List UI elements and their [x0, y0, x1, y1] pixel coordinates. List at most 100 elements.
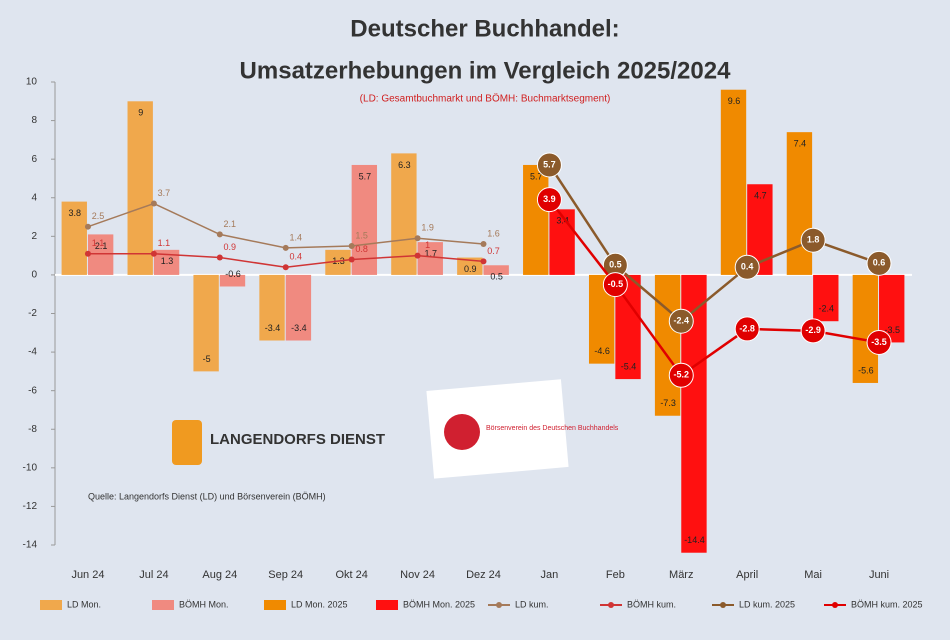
chart-subtitle: Umsatzerhebungen im Vergleich 2025/2024: [240, 57, 732, 84]
marker: [866, 329, 892, 355]
bar-label: 1.7: [425, 248, 438, 258]
y-tick-label: -4: [28, 347, 37, 358]
bar-label: 0.9: [464, 264, 477, 274]
marker: [734, 316, 760, 342]
bar-label: -5.6: [858, 365, 874, 375]
x-tick-label: Mai: [804, 569, 822, 581]
marker: [282, 264, 289, 271]
bar-label: -2.4: [819, 304, 835, 314]
marker-label: 0.8: [355, 244, 368, 254]
x-tick-label: Nov 24: [400, 569, 435, 581]
bar: [219, 274, 246, 287]
marker-label: 0.5: [609, 260, 622, 270]
bar-label: 1.3: [161, 256, 174, 266]
marker: [216, 254, 223, 261]
y-tick-label: 2: [31, 231, 37, 242]
bar-label: 9: [138, 108, 143, 118]
marker-label: 1.1: [158, 238, 171, 248]
bar-label: 3.4: [556, 216, 569, 226]
y-tick-label: 4: [31, 192, 37, 203]
bar-label: -0.6: [225, 269, 241, 279]
marker-label: -5.2: [674, 370, 690, 380]
bar: [61, 201, 87, 275]
marker: [348, 242, 355, 249]
x-tick-label: Dez 24: [466, 569, 501, 581]
bar: [193, 274, 219, 372]
legend-label: BÖMH Mon. 2025: [403, 599, 475, 609]
marker: [734, 254, 760, 280]
bar-label: 0.5: [490, 272, 503, 282]
bar-label: -4.6: [594, 346, 610, 356]
marker-label: 3.7: [158, 188, 171, 198]
bar: [285, 274, 312, 341]
legend-label: LD kum.: [515, 599, 549, 609]
y-tick-label: -2: [28, 308, 37, 319]
source: Quelle: Langendorfs Dienst (LD) und Börs…: [88, 491, 326, 501]
marker: [800, 227, 826, 253]
bar: [391, 153, 417, 275]
marker: [866, 250, 892, 276]
marker: [536, 187, 562, 213]
y-tick-label: 10: [26, 77, 38, 88]
legend-swatch: [264, 600, 286, 610]
marker-label: 1: [425, 240, 430, 250]
marker: [602, 272, 628, 298]
legend-label: BÖMH Mon.: [179, 599, 229, 609]
marker-label: 2.1: [224, 219, 237, 229]
chart-note: (LD: Gesamtbuchmarkt und BÖMH: Buchmarkt…: [360, 93, 611, 105]
bar: [457, 257, 483, 275]
x-tick-label: Juni: [869, 569, 889, 581]
marker-label: 0.4: [289, 252, 302, 262]
bar-label: 6.3: [398, 160, 411, 170]
bar: [549, 209, 575, 275]
y-tick-label: -12: [23, 501, 38, 512]
legend-label: LD kum. 2025: [739, 599, 795, 609]
marker-label: -2.4: [674, 316, 690, 326]
logo-card: [426, 379, 569, 479]
marker-label: 1.8: [807, 235, 820, 245]
x-tick-label: Aug 24: [202, 569, 237, 581]
y-tick-label: -10: [23, 462, 38, 473]
legend-label: LD Mon.: [67, 599, 101, 609]
marker: [150, 200, 157, 207]
x-tick-label: Jun 24: [71, 569, 104, 581]
legend-label: BÖMH kum.: [627, 599, 676, 609]
bar: [417, 242, 443, 275]
bar-label: 7.4: [794, 139, 807, 149]
marker-label: 3.9: [543, 194, 556, 204]
y-tick-label: 8: [31, 115, 37, 126]
logo-text: LANGENDORFS DIENST: [210, 431, 385, 448]
marker-label: -3.5: [871, 337, 887, 347]
legend-label: LD Mon. 2025: [291, 599, 348, 609]
logo-text-2: Börsenverein des Deutschen Buchhandels: [486, 425, 619, 432]
bar-label: 2.1: [95, 241, 108, 251]
x-tick-label: Feb: [606, 569, 625, 581]
marker: [536, 152, 562, 178]
marker: [668, 308, 694, 334]
x-tick-label: März: [669, 569, 693, 581]
bar-label: 9.6: [728, 96, 741, 106]
bar-label: -3.4: [265, 323, 281, 333]
bar: [852, 274, 879, 383]
bar-label: -5.4: [621, 361, 637, 371]
bar-label: 5.7: [359, 171, 372, 181]
marker: [480, 241, 487, 248]
marker: [668, 362, 694, 388]
marker: [84, 250, 91, 257]
legend-swatch: [496, 602, 502, 608]
marker: [282, 244, 289, 251]
y-tick-label: -14: [23, 540, 38, 551]
chart-title: Deutscher Buchhandel:: [350, 15, 619, 42]
bar-label: 4.7: [754, 191, 767, 201]
marker-label: 1.1: [92, 238, 105, 248]
legend-swatch: [720, 602, 726, 608]
bar: [483, 265, 509, 275]
y-tick-label: -6: [28, 385, 37, 396]
marker: [150, 250, 157, 257]
bar-label: -3.4: [291, 323, 307, 333]
marker-label: 0.6: [873, 258, 886, 268]
marker: [348, 256, 355, 263]
legend-swatch: [832, 602, 838, 608]
